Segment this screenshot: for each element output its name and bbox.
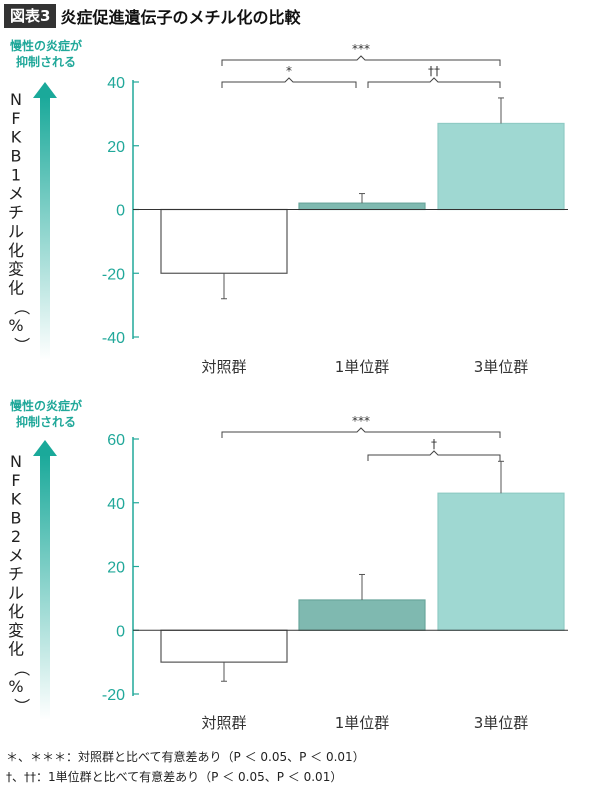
y-tick-label: -40 xyxy=(102,330,125,347)
figure-title: 炎症促進遺伝子のメチル化の比較 xyxy=(60,8,301,27)
y-tick-label: 40 xyxy=(107,496,125,513)
y-axis-label-char: B xyxy=(11,147,22,166)
y-tick-label: 20 xyxy=(107,139,125,156)
significance-label: † xyxy=(431,437,437,451)
y-axis-label-char: ル xyxy=(8,583,24,602)
arrow-shaft xyxy=(40,454,50,720)
figure-label: 図表3 xyxy=(4,4,57,28)
bar-3 xyxy=(437,492,565,631)
significance-bracket xyxy=(221,427,501,438)
y-axis-label-char: F xyxy=(11,109,20,128)
arrow-label-line2: 抑制される xyxy=(16,54,76,69)
significance-label: †† xyxy=(428,64,440,78)
significance-bracket xyxy=(221,55,501,66)
bar-1 xyxy=(160,208,288,274)
category-label: 3単位群 xyxy=(474,358,529,376)
arrow-shaft xyxy=(40,96,50,360)
category-label: 1単位群 xyxy=(335,358,390,376)
category-label: 対照群 xyxy=(201,714,246,732)
significance-label: * xyxy=(286,64,292,78)
y-tick-label: 20 xyxy=(107,560,125,577)
bar-2 xyxy=(298,599,426,631)
category-label: 1単位群 xyxy=(335,714,390,732)
y-axis-label-char: （ xyxy=(12,660,31,676)
footnote: †、††：1単位群と比べて有意差あり（P ＜ 0.05、P ＜ 0.01） xyxy=(6,769,342,784)
arrow-up-icon xyxy=(33,440,57,456)
bar-2 xyxy=(298,202,426,211)
y-tick-label: -20 xyxy=(102,266,125,283)
y-tick-label: 0 xyxy=(116,203,125,220)
y-axis-label-char: % xyxy=(8,677,23,696)
significance-bracket xyxy=(367,77,501,88)
significance-label: *** xyxy=(352,414,370,428)
y-tick-label: -20 xyxy=(102,687,125,704)
arrow-label-line1: 慢性の炎症が xyxy=(10,38,82,53)
y-axis-label-char: 化 xyxy=(8,278,24,297)
y-axis-label-char: メ xyxy=(8,184,24,203)
y-tick-label: 0 xyxy=(116,623,125,640)
y-tick-label: 40 xyxy=(107,75,125,92)
y-axis-label-char: K xyxy=(11,128,22,147)
significance-label: *** xyxy=(352,42,370,56)
y-axis-label-char: N xyxy=(10,452,22,471)
figure-header: 図表3 炎症促進遺伝子のメチル化の比較 xyxy=(4,4,300,28)
y-axis-label-char: 2 xyxy=(11,527,21,546)
arrow-label-line2: 抑制される xyxy=(16,414,76,429)
y-tick-label: 60 xyxy=(107,432,125,449)
y-axis-label-char: （ xyxy=(12,299,31,315)
y-axis-label-char: ル xyxy=(8,222,24,241)
category-label: 対照群 xyxy=(201,358,246,376)
y-axis-label-char: F xyxy=(11,471,20,490)
y-axis-label-char: チ xyxy=(8,565,24,584)
arrow-up-icon xyxy=(33,82,57,98)
significance-bracket xyxy=(367,450,501,461)
arrow-label-line1: 慢性の炎症が xyxy=(10,398,82,413)
y-axis-label-char: 化 xyxy=(8,602,24,621)
y-axis-label-char: 変 xyxy=(8,260,24,279)
y-axis-label-char: ） xyxy=(12,337,31,353)
y-axis-label-char: B xyxy=(11,508,22,527)
significance-bracket xyxy=(221,77,357,88)
footnote: ＊、＊＊＊：対照群と比べて有意差あり（P ＜ 0.05、P ＜ 0.01） xyxy=(6,749,365,764)
y-axis-label-char: メ xyxy=(8,546,24,565)
y-axis-label-char: ） xyxy=(12,698,31,714)
y-axis-label-char: 化 xyxy=(8,640,24,659)
y-axis-label-char: % xyxy=(8,316,23,335)
y-axis-label-char: チ xyxy=(8,203,24,222)
y-axis-label-char: K xyxy=(11,490,22,509)
category-label: 3単位群 xyxy=(474,714,529,732)
y-axis-label-char: 変 xyxy=(8,621,24,640)
y-axis-label-char: 化 xyxy=(8,241,24,260)
y-axis-label-char: 1 xyxy=(11,165,21,184)
bar-1 xyxy=(160,629,288,663)
y-axis-label-char: N xyxy=(10,90,22,109)
bar-3 xyxy=(437,122,565,211)
